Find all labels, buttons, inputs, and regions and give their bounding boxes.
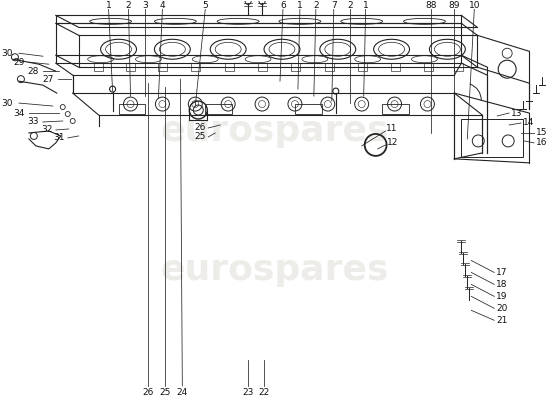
Text: 34: 34 [13,108,25,118]
Text: 2: 2 [347,1,353,10]
Text: 11: 11 [386,124,397,134]
Text: 31: 31 [53,134,64,142]
Bar [390,63,399,71]
Text: eurospares: eurospares [161,254,389,288]
Text: 25: 25 [160,388,171,396]
Bar [125,63,135,71]
Text: 13: 13 [512,108,523,118]
Text: 26: 26 [195,124,206,132]
Text: 12: 12 [387,138,398,148]
Text: 28: 28 [27,67,38,76]
Bar [295,104,322,114]
Bar [358,63,367,71]
Text: 23: 23 [243,388,254,396]
Text: 3: 3 [142,1,149,10]
Text: 1: 1 [297,1,303,10]
Text: 6: 6 [280,1,286,10]
Text: 30: 30 [1,49,13,58]
Text: 7: 7 [331,1,337,10]
Text: eurospares: eurospares [161,114,389,148]
Text: 18: 18 [497,280,508,289]
Bar [291,63,300,71]
Bar [325,63,334,71]
Bar [454,63,463,71]
Text: 21: 21 [497,316,508,325]
Bar [258,63,267,71]
Text: 15: 15 [536,128,548,138]
Bar [461,119,523,157]
Text: 33: 33 [27,118,38,126]
Text: 26: 26 [143,388,154,396]
Text: 20: 20 [497,304,508,313]
Text: 32: 32 [41,126,52,134]
Text: 5: 5 [202,1,208,10]
Bar [205,104,232,114]
Text: 29: 29 [13,58,25,67]
Bar [94,63,103,71]
Text: 2: 2 [126,1,131,10]
Bar [119,104,145,114]
Text: 1: 1 [106,1,112,10]
Text: 88: 88 [426,1,437,10]
Text: 10: 10 [469,1,480,10]
Text: 25: 25 [195,132,206,142]
Text: 16: 16 [536,138,548,148]
Bar [425,63,433,71]
Text: 14: 14 [524,118,535,128]
Text: 19: 19 [497,292,508,301]
Text: 30: 30 [1,98,13,108]
Text: 24: 24 [177,388,188,396]
Bar [191,63,200,71]
Text: 22: 22 [258,388,270,396]
Text: 89: 89 [449,1,460,10]
Bar [225,63,234,71]
Text: 1: 1 [363,1,368,10]
Text: 2: 2 [313,1,318,10]
Text: 17: 17 [497,268,508,277]
Bar [158,63,167,71]
Text: 4: 4 [160,1,165,10]
Bar [382,104,409,114]
Text: 27: 27 [42,75,53,84]
